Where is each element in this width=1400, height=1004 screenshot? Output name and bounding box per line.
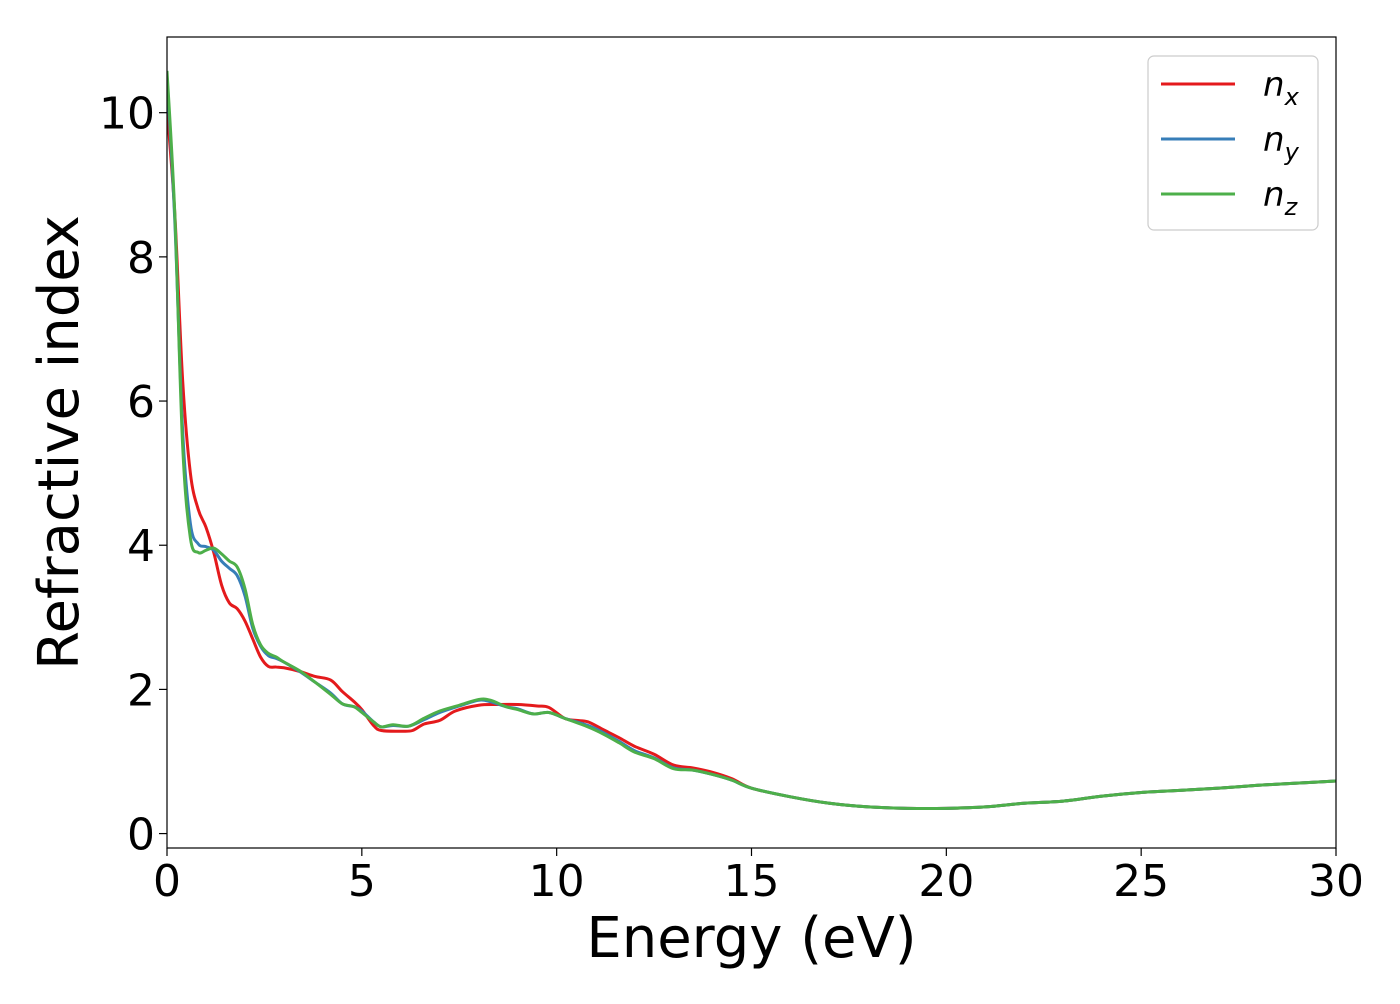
y-tick-label: 8	[127, 233, 155, 284]
legend-label-base: n	[1263, 65, 1285, 105]
legend-label-subscript: x	[1284, 83, 1300, 111]
legend-label-x: nx	[1263, 65, 1300, 111]
series-group	[167, 70, 1336, 811]
x-axis-ticks: 0 5 10 15 20 25 30	[153, 848, 1364, 907]
legend-label-z: nz	[1263, 175, 1299, 221]
x-tick-label: 30	[1308, 856, 1364, 907]
legend-label-base: n	[1263, 175, 1285, 215]
y-tick-label: 10	[99, 89, 155, 140]
legend-label-base: n	[1263, 120, 1285, 160]
series-line-z	[167, 70, 1336, 811]
x-tick-label: 10	[529, 856, 585, 907]
legend-label-y: ny	[1263, 120, 1300, 166]
legend-box	[1147, 55, 1319, 231]
legend-label-subscript: z	[1284, 193, 1299, 221]
x-tick-label: 15	[724, 856, 780, 907]
x-tick-label: 5	[348, 856, 376, 907]
x-tick-label: 0	[153, 856, 181, 907]
y-tick-label: 2	[127, 665, 155, 716]
y-axis-label: Refractive index	[27, 215, 92, 670]
x-axis-label: Energy (eV)	[586, 906, 916, 971]
y-tick-label: 0	[127, 810, 155, 861]
x-tick-label: 25	[1113, 856, 1169, 907]
x-tick-label: 20	[918, 856, 974, 907]
y-axis-ticks: 0 2 4 6 8 10	[99, 89, 167, 861]
y-tick-label: 4	[127, 521, 155, 572]
y-tick-label: 6	[127, 377, 155, 428]
legend-label-subscript: y	[1284, 138, 1300, 166]
